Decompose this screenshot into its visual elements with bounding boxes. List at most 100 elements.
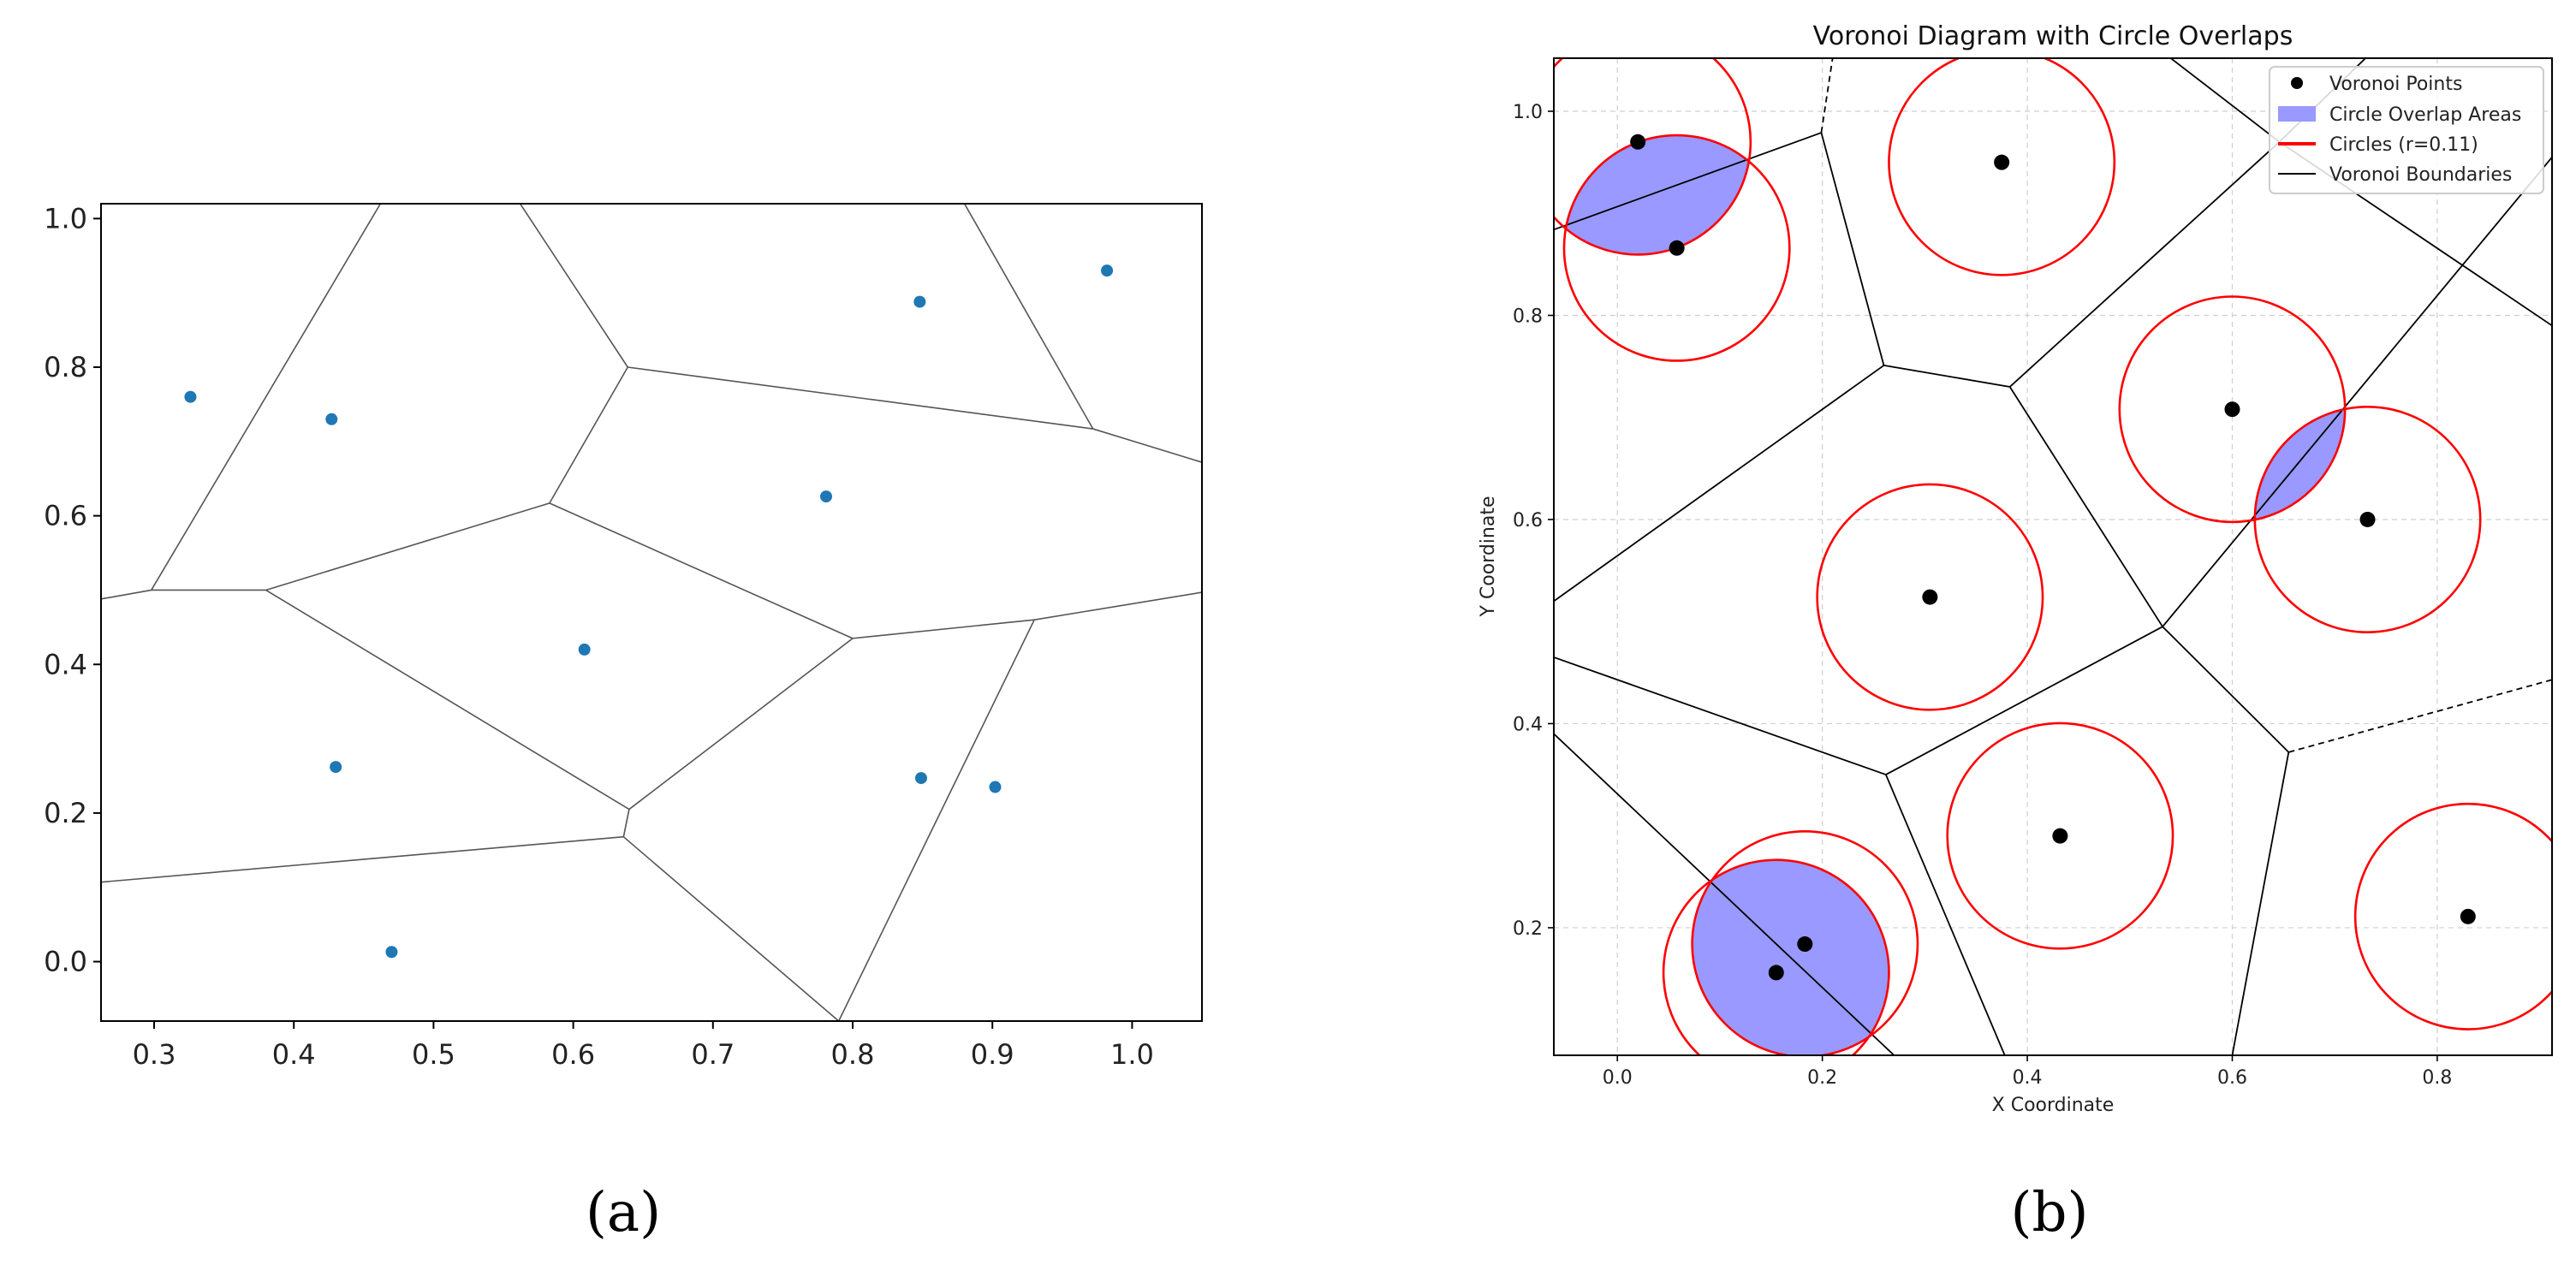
b-boundary-9 (2162, 157, 2552, 627)
b-boundary-3 (2009, 141, 2281, 388)
b-circle-4 (2253, 405, 2482, 633)
b-x-tick-label-4: 0.8 (2422, 1067, 2452, 1089)
a-voronoi-edge-10 (852, 619, 1035, 639)
b-boundary-dashed-1 (2288, 679, 2552, 753)
a-x-tick-label-1: 0.4 (272, 1038, 316, 1071)
a-voronoi-edges (101, 204, 1202, 1021)
a-y-tick-label-0: 0.0 (44, 946, 87, 978)
b-overlap-area-0 (1565, 134, 1750, 256)
b-legend-box (2269, 66, 2544, 194)
a-x-axis: 0.3 0.4 0.5 0.6 0.7 0.8 0.9 1.0 (133, 1021, 1154, 1071)
b-boundary-11 (2162, 626, 2289, 753)
b-boundary-15 (1554, 733, 1895, 1055)
b-point-0 (1630, 134, 1646, 150)
a-point-9 (385, 946, 398, 959)
a-x-tick-label-3: 0.6 (551, 1038, 595, 1071)
a-y-tick-label-3: 0.6 (44, 500, 87, 532)
b-boundary-10 (1885, 626, 2163, 775)
legend-label-boundaries: Voronoi Boundaries (2329, 164, 2512, 186)
b-point-3 (2224, 401, 2240, 418)
a-x-tick-label-2: 0.5 (412, 1038, 455, 1071)
a-voronoi-edge-13 (628, 638, 854, 811)
a-point-3 (1101, 264, 1114, 277)
a-voronoi-points (184, 264, 1114, 959)
b-y-tick-label-3: 0.8 (1513, 306, 1543, 327)
b-y-axis-label: Y Coordinate (1478, 496, 1499, 617)
legend-label-circles: Circles (r=0.11) (2329, 134, 2478, 156)
b-boundary-6 (2170, 58, 2281, 143)
a-voronoi-edge-7 (963, 204, 1094, 430)
b-point-9 (2460, 908, 2476, 924)
b-legend: Voronoi Points Circle Overlap Areas Circ… (2269, 66, 2544, 194)
b-circle-9 (2353, 802, 2552, 1030)
a-y-tick-label-1: 0.2 (44, 797, 87, 829)
a-point-1 (325, 413, 338, 425)
b-boundary-0 (1554, 132, 1822, 231)
b-circle-2 (1888, 58, 2116, 276)
legend-label-overlaps: Circle Overlap Areas (2329, 104, 2521, 126)
a-voronoi-edge-15 (622, 809, 630, 837)
b-overlap-areas (1565, 134, 2346, 1055)
caption-b: (b) (2011, 1181, 2089, 1244)
a-x-tick-label-5: 0.8 (831, 1038, 875, 1071)
a-voronoi-edge-3 (265, 502, 550, 591)
a-point-6 (330, 761, 342, 774)
panel-a: 0.3 0.4 0.5 0.6 0.7 0.8 0.9 1.0 0.0 0.2 0.4 0.6 0.8… (44, 202, 1203, 1071)
a-voronoi-edge-16 (101, 835, 624, 883)
b-circles (1554, 58, 2552, 1055)
b-circle-5 (1816, 483, 2044, 711)
a-x-tick-label-4: 0.7 (691, 1038, 735, 1071)
b-point-8 (1797, 936, 1813, 953)
a-plot-frame (100, 203, 1203, 1022)
legend-label-points: Voronoi Points (2329, 74, 2462, 95)
b-y-axis: 0.2 0.4 0.6 0.8 1.0 (1513, 102, 1554, 940)
b-boundary-14 (2231, 751, 2290, 1055)
b-point-4 (2359, 511, 2376, 527)
a-voronoi-edge-17 (622, 836, 840, 1021)
b-circle-8 (1691, 830, 1919, 1055)
a-voronoi-edge-6 (628, 366, 1093, 430)
b-point-1 (1669, 240, 1685, 256)
b-point-5 (1922, 589, 1938, 605)
b-circle-1 (1562, 134, 1791, 362)
legend-point-marker (2291, 77, 2303, 89)
b-x-tick-label-3: 0.6 (2217, 1067, 2247, 1089)
b-boundary-1 (1820, 132, 1885, 366)
b-y-tick-label-0: 0.2 (1513, 918, 1543, 940)
a-voronoi-edge-2 (151, 204, 382, 591)
b-boundary-dashed-0 (1820, 58, 1834, 134)
a-point-5 (578, 643, 591, 656)
b-y-tick-label-4: 1.0 (1513, 102, 1543, 123)
a-y-tick-label-4: 0.8 (44, 351, 87, 383)
a-voronoi-edge-8 (1092, 428, 1202, 463)
b-boundary-7 (1554, 365, 1884, 603)
a-y-axis: 0.0 0.2 0.4 0.6 0.8 1.0 (44, 202, 101, 978)
b-x-tick-label-2: 0.4 (2013, 1067, 2043, 1089)
a-point-2 (913, 295, 926, 308)
b-x-axis: 0.0 0.2 0.4 0.6 0.8 (1603, 1055, 2452, 1089)
b-boundary-2 (1883, 365, 2010, 388)
b-circle-0 (1554, 58, 1752, 256)
b-voronoi-points (1630, 134, 2476, 981)
a-y-tick-label-2: 0.4 (44, 648, 87, 680)
b-x-tick-label-1: 0.2 (1807, 1067, 1837, 1089)
a-point-7 (914, 772, 927, 785)
b-point-6 (2052, 828, 2068, 844)
panel-b: Voronoi Diagram with Circle Overlaps 0.0… (1478, 21, 2553, 1116)
a-point-4 (819, 490, 832, 503)
a-voronoi-edge-4 (549, 366, 628, 504)
b-boundary-8 (2008, 386, 2163, 627)
a-voronoi-edge-5 (519, 204, 628, 368)
a-voronoi-edge-9 (549, 502, 854, 639)
b-plot-frame (1553, 57, 2553, 1056)
b-boundary-12 (1554, 656, 1887, 775)
caption-a: (a) (586, 1181, 661, 1244)
b-point-7 (1768, 965, 1784, 981)
a-point-8 (989, 781, 1002, 793)
b-chart-title: Voronoi Diagram with Circle Overlaps (1813, 21, 2293, 51)
b-y-tick-label-1: 0.4 (1513, 714, 1543, 735)
b-circle-6 (1946, 722, 2174, 950)
b-y-tick-label-2: 0.6 (1513, 510, 1543, 532)
a-voronoi-edge-12 (837, 619, 1035, 1021)
